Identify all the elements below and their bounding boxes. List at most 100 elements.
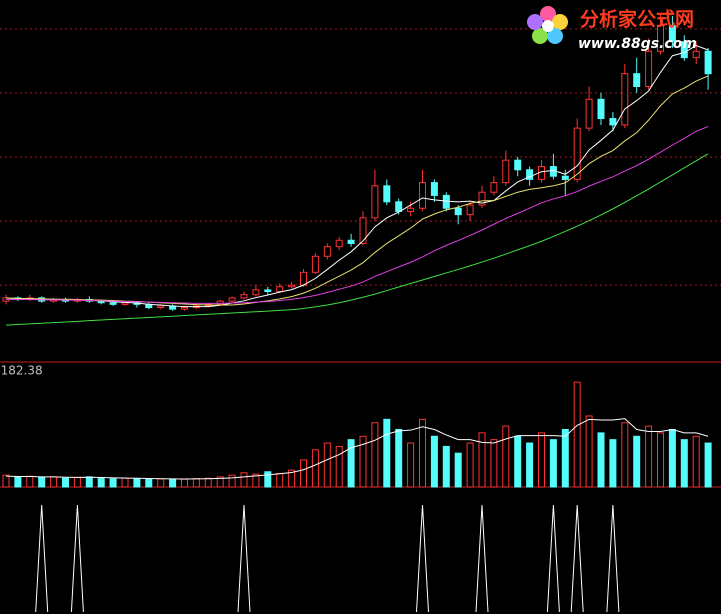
candle-body [264,289,272,293]
volume-bar [526,442,534,488]
candle-body [109,302,117,305]
volume-bar [169,479,177,488]
candle-body [335,239,343,248]
volume-bar [609,439,617,488]
candle-body [359,217,367,244]
volume-bar [133,478,141,488]
signal-spike [70,504,84,613]
candle-body [311,255,319,273]
volume-bar [704,442,712,488]
volume-bar [442,445,450,488]
candle-body [347,239,355,244]
candle-body [502,159,510,184]
volume-bar [407,442,415,488]
volume-bar [85,476,93,488]
volume-bar [228,474,236,488]
volume-bar [597,432,605,488]
candle-body [668,25,676,43]
volume-bar [38,477,46,488]
candle-body [383,185,391,203]
signal-spike [35,504,49,613]
volume-bar [97,478,105,488]
volume-bar [538,432,545,488]
volume-bar [26,475,34,488]
candle-body [466,204,474,216]
volume-bar [181,478,188,488]
volume-bar [300,459,307,488]
volume-bar [359,435,367,488]
line [6,126,709,304]
volume-bar [573,381,581,488]
candle-body [609,118,617,126]
signal-spike [416,504,429,613]
volume-bar [668,429,676,488]
logo: 分析家公式网 www.88gs.com [527,6,697,52]
candle-body [645,50,653,87]
volume-bar [549,439,557,488]
volume-bar [657,432,664,488]
candle-body [585,98,593,129]
candle-body [288,284,296,288]
volume-bar [478,432,486,488]
line [5,44,709,308]
volume-bar [50,476,58,488]
candle-body [514,159,522,171]
candle-body [419,182,426,209]
candle-body [240,294,248,299]
candle-body [657,25,664,52]
candle-body [216,300,224,305]
volume-bar [371,422,379,488]
signal-spike [606,504,620,613]
candle-body [454,207,462,216]
candle-body [371,185,379,219]
candle-body [181,307,188,310]
volume-bar [383,418,391,488]
candle-body [157,305,165,309]
candle-body [692,50,700,59]
volume-bar [323,442,331,488]
candle-body [323,246,331,257]
volume-bar [157,478,165,488]
candle-body [252,289,260,296]
candle-body [442,194,450,209]
volume-bar [264,471,272,488]
volume-bar [204,477,212,488]
volume-bar [561,429,569,488]
volume-bar [454,452,462,488]
volume-bar [502,425,510,488]
candle-body [490,182,498,193]
volume-bar [240,472,248,488]
candle-body [597,98,605,120]
line [5,153,709,326]
volume-bar [145,478,153,488]
signal-spike [475,504,489,613]
candle-body [276,286,284,293]
volume-bar [252,473,260,488]
volume-bar [73,477,81,488]
candle-body [633,73,641,87]
volume-bar [192,478,200,488]
candle-body [680,41,688,59]
candle-body [573,127,581,180]
line [5,418,709,480]
volume-bar [62,477,69,488]
candle-body [228,297,236,302]
candle-body [407,207,415,212]
volume-bar [680,439,688,488]
candle-body [704,50,712,75]
volume-bar [633,435,641,488]
volume-bar [109,478,117,488]
volume-bar [395,429,403,488]
signal-spike [570,504,584,613]
volume-bar [14,476,22,488]
volume-bar [216,476,224,488]
volume-bar [585,415,593,488]
volume-bar [121,477,129,488]
volume-bar [645,425,653,488]
volume-bar [335,445,343,488]
volume-label: 3182.38 [0,364,43,378]
candle-body [478,191,486,206]
candle-body [561,175,569,180]
